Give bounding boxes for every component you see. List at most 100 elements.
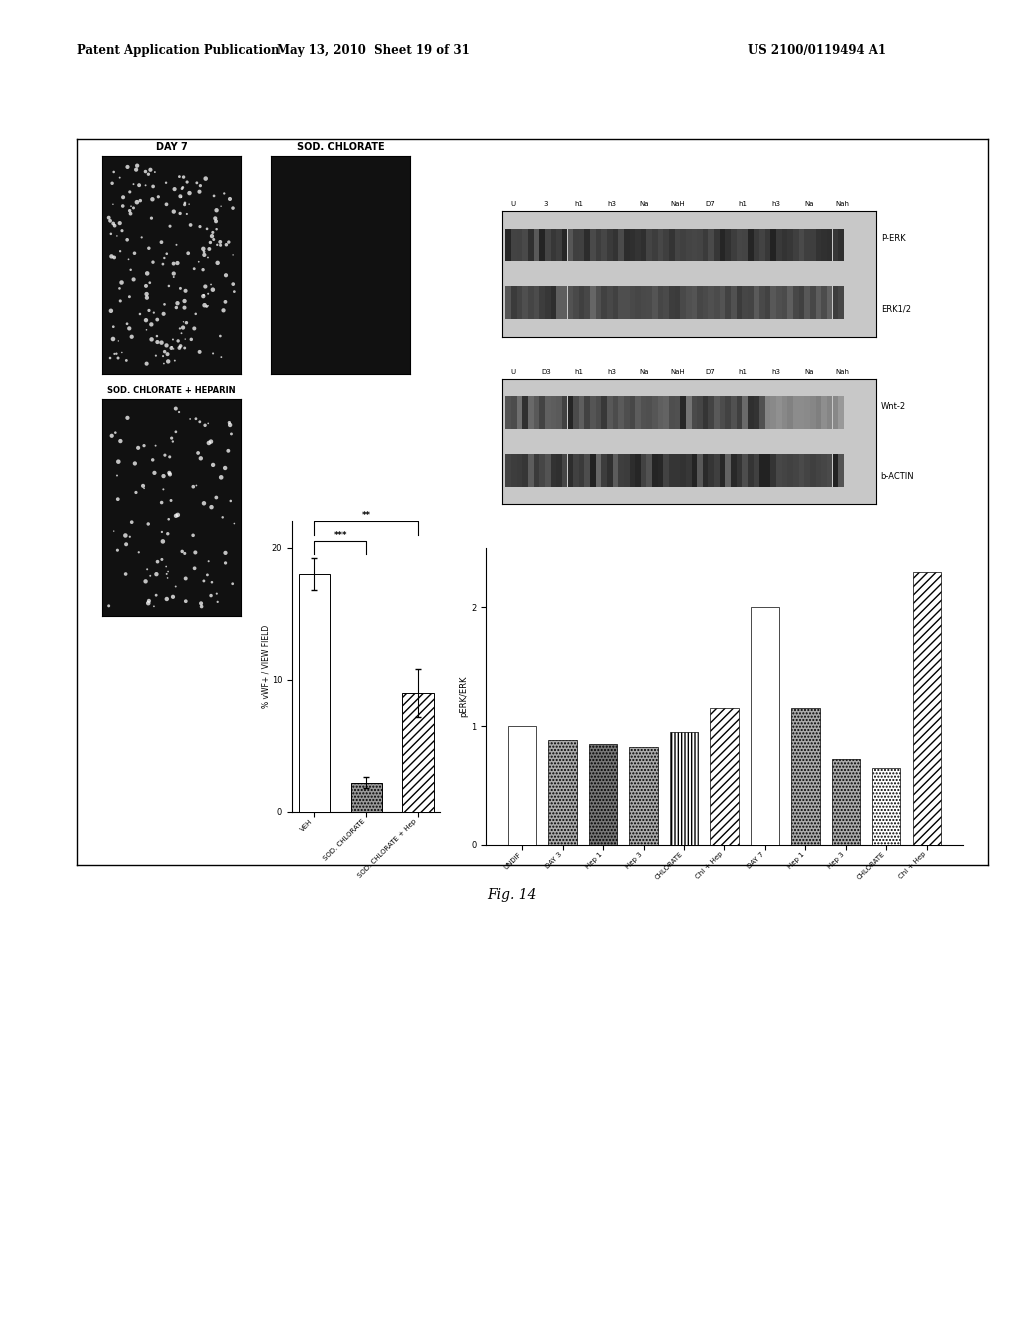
Point bbox=[222, 491, 239, 512]
Point bbox=[200, 284, 216, 305]
Point bbox=[128, 160, 144, 181]
Bar bbox=[624, 228, 630, 261]
Point bbox=[203, 275, 219, 296]
Bar bbox=[607, 396, 612, 429]
Point bbox=[110, 347, 126, 368]
Bar bbox=[596, 228, 601, 261]
Bar bbox=[770, 454, 776, 487]
Bar bbox=[612, 454, 618, 487]
Text: U: U bbox=[510, 201, 515, 207]
Point bbox=[167, 350, 183, 371]
Point bbox=[125, 198, 141, 219]
Bar bbox=[821, 454, 826, 487]
Point bbox=[143, 329, 160, 350]
Bar bbox=[612, 228, 618, 261]
Point bbox=[204, 496, 220, 517]
Bar bbox=[770, 286, 776, 319]
Point bbox=[171, 401, 187, 422]
Point bbox=[113, 430, 129, 451]
Bar bbox=[299, 574, 330, 812]
Point bbox=[168, 399, 184, 420]
Bar bbox=[697, 228, 702, 261]
Bar bbox=[646, 228, 652, 261]
Point bbox=[129, 156, 145, 177]
Bar bbox=[804, 286, 810, 319]
Bar bbox=[759, 286, 765, 319]
Point bbox=[143, 314, 160, 335]
Bar bbox=[562, 228, 567, 261]
Bar bbox=[833, 396, 838, 429]
Bar bbox=[725, 454, 731, 487]
Bar bbox=[742, 396, 748, 429]
Bar bbox=[787, 228, 793, 261]
Point bbox=[145, 176, 162, 197]
Point bbox=[155, 253, 171, 275]
Point bbox=[202, 232, 218, 253]
Bar bbox=[754, 396, 759, 429]
Y-axis label: pERK/ERK: pERK/ERK bbox=[460, 676, 469, 717]
Bar bbox=[669, 396, 675, 429]
Bar bbox=[765, 286, 770, 319]
Bar bbox=[517, 396, 522, 429]
Bar bbox=[669, 454, 675, 487]
Point bbox=[159, 243, 175, 264]
Point bbox=[174, 541, 190, 562]
Point bbox=[159, 335, 175, 356]
Point bbox=[213, 467, 229, 488]
Bar bbox=[635, 396, 641, 429]
Bar bbox=[765, 396, 770, 429]
Text: NaH: NaH bbox=[670, 368, 685, 375]
Bar bbox=[815, 396, 821, 429]
Point bbox=[205, 454, 221, 475]
Point bbox=[215, 300, 231, 321]
Bar bbox=[826, 228, 833, 261]
Point bbox=[189, 442, 206, 463]
Point bbox=[172, 318, 188, 339]
Point bbox=[139, 263, 156, 284]
Point bbox=[197, 294, 213, 315]
Bar bbox=[567, 396, 573, 429]
Point bbox=[138, 354, 155, 375]
Point bbox=[191, 181, 208, 202]
Point bbox=[141, 272, 158, 293]
Bar bbox=[675, 454, 680, 487]
Point bbox=[138, 319, 155, 341]
Point bbox=[175, 312, 191, 333]
Point bbox=[176, 543, 193, 564]
Bar bbox=[652, 454, 657, 487]
Point bbox=[150, 309, 166, 330]
Bar bbox=[754, 454, 759, 487]
Point bbox=[181, 182, 198, 203]
Bar bbox=[826, 396, 833, 429]
Bar bbox=[680, 396, 686, 429]
Bar bbox=[664, 454, 669, 487]
Bar bbox=[711, 708, 738, 845]
Bar bbox=[804, 396, 810, 429]
Bar bbox=[680, 228, 686, 261]
Bar bbox=[562, 286, 567, 319]
Point bbox=[196, 242, 212, 263]
Bar bbox=[765, 454, 770, 487]
Bar bbox=[731, 228, 736, 261]
Bar bbox=[826, 286, 833, 319]
Point bbox=[176, 194, 193, 215]
Point bbox=[187, 543, 204, 564]
Point bbox=[143, 207, 160, 228]
Bar bbox=[736, 228, 742, 261]
Bar bbox=[742, 228, 748, 261]
Bar bbox=[776, 396, 781, 429]
Point bbox=[191, 412, 208, 433]
Point bbox=[138, 288, 155, 309]
Point bbox=[112, 213, 128, 234]
Point bbox=[159, 564, 175, 585]
Point bbox=[196, 284, 212, 305]
Bar bbox=[596, 286, 601, 319]
Point bbox=[127, 453, 143, 474]
Bar bbox=[664, 228, 669, 261]
Point bbox=[147, 436, 164, 457]
Bar bbox=[714, 228, 720, 261]
Point bbox=[112, 290, 128, 312]
Bar bbox=[556, 396, 562, 429]
Bar bbox=[590, 454, 596, 487]
Bar bbox=[556, 454, 562, 487]
